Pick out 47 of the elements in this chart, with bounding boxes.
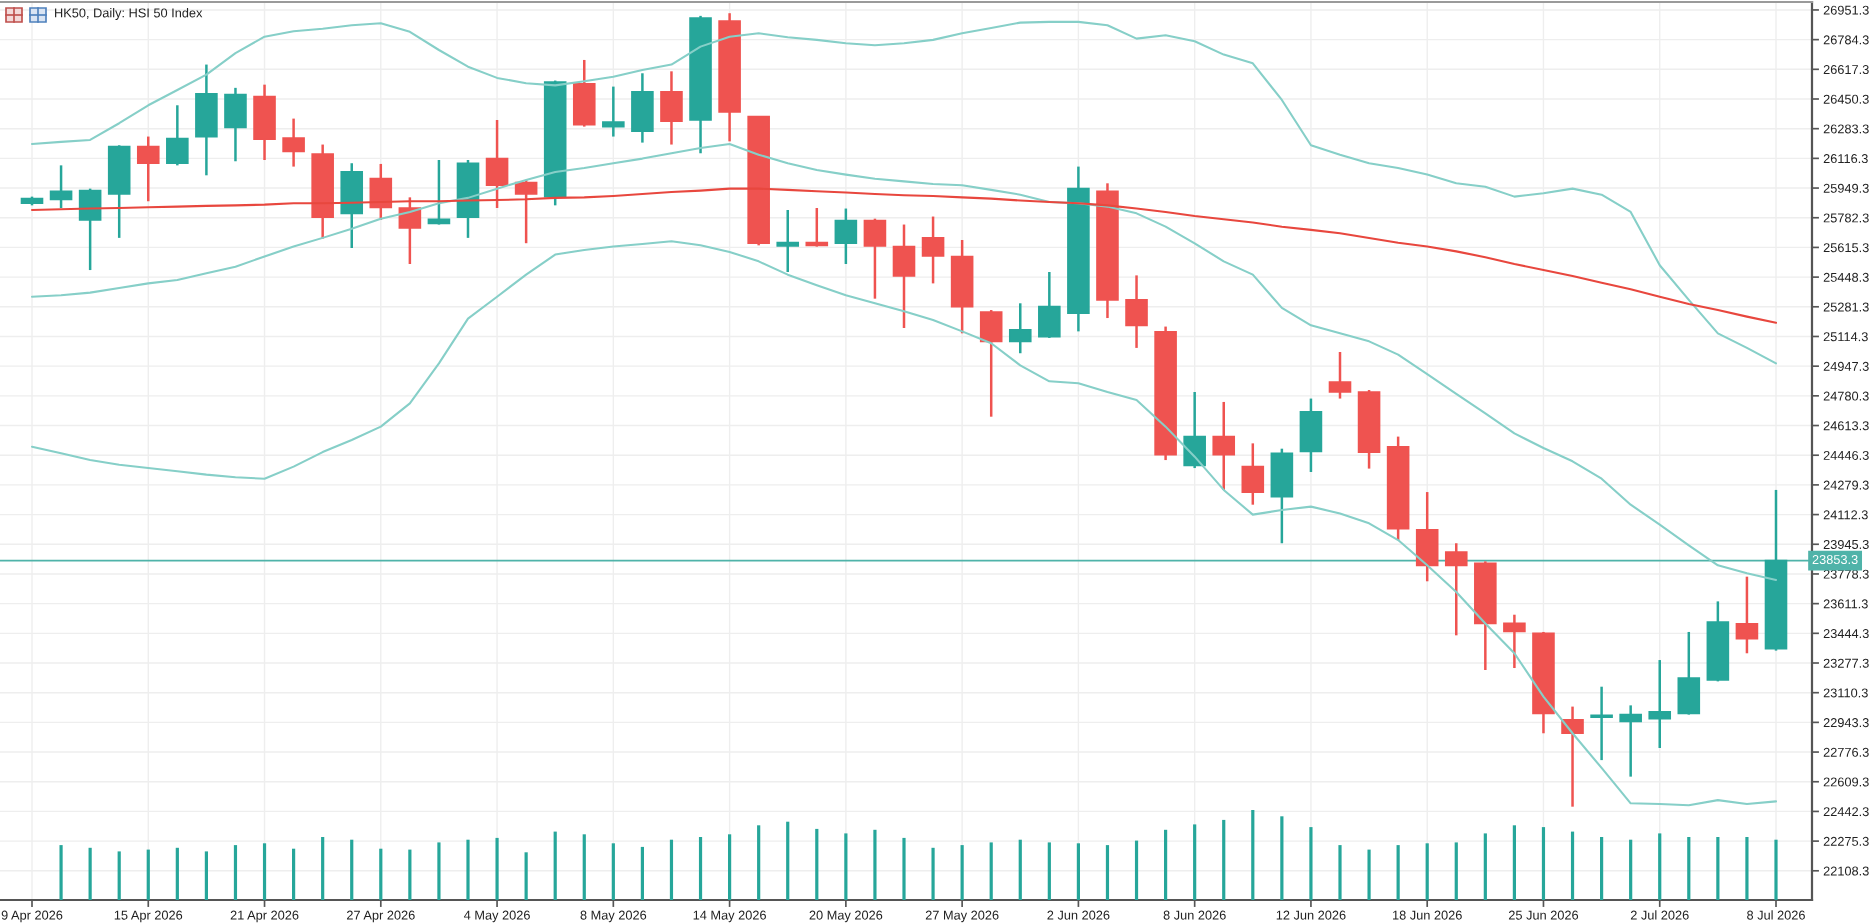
candlestick <box>631 72 654 144</box>
candlestick <box>572 58 596 128</box>
candlestick <box>1008 302 1032 355</box>
line-series <box>30 240 1778 807</box>
candlestick <box>1648 658 1672 750</box>
candlestick <box>1328 350 1352 400</box>
candlestick <box>776 208 800 274</box>
candlestick <box>1270 447 1294 545</box>
candlestick <box>1561 705 1584 808</box>
candlestick <box>398 196 422 266</box>
candlestick <box>1125 274 1148 350</box>
candlestick <box>195 63 218 177</box>
candlestick <box>1677 630 1701 716</box>
candlestick <box>1183 390 1206 470</box>
candlestick <box>514 178 538 245</box>
candlestick <box>979 308 1003 418</box>
candlestick <box>805 206 829 248</box>
candlestick <box>107 144 131 240</box>
candlestick <box>1415 490 1439 583</box>
candlestick <box>1241 442 1265 506</box>
candlestick <box>1503 613 1526 670</box>
candlestick <box>834 207 858 266</box>
line-series <box>30 142 1778 582</box>
candlestick <box>1212 400 1236 492</box>
candlestick <box>485 118 509 210</box>
candlestick <box>1299 397 1323 474</box>
candlestick <box>49 164 73 210</box>
candlestick <box>921 215 945 285</box>
candlestick <box>1590 685 1613 762</box>
candlestick <box>602 85 625 138</box>
candlestick <box>1735 575 1759 655</box>
candlestick <box>660 70 683 146</box>
candlestick <box>78 187 102 272</box>
candlestick <box>427 158 451 226</box>
candlestick <box>369 162 393 222</box>
candlestick <box>166 104 189 167</box>
line-series <box>30 20 1778 365</box>
candlestick <box>863 217 887 300</box>
candlestick <box>224 86 247 163</box>
candlestick <box>253 83 276 162</box>
candlestick <box>282 117 305 168</box>
candlestick <box>1038 270 1061 340</box>
candlestick <box>136 135 160 203</box>
candlestick <box>892 223 916 330</box>
candlestick <box>1619 704 1642 778</box>
candlestick <box>340 161 364 250</box>
candlestick <box>1444 542 1468 637</box>
